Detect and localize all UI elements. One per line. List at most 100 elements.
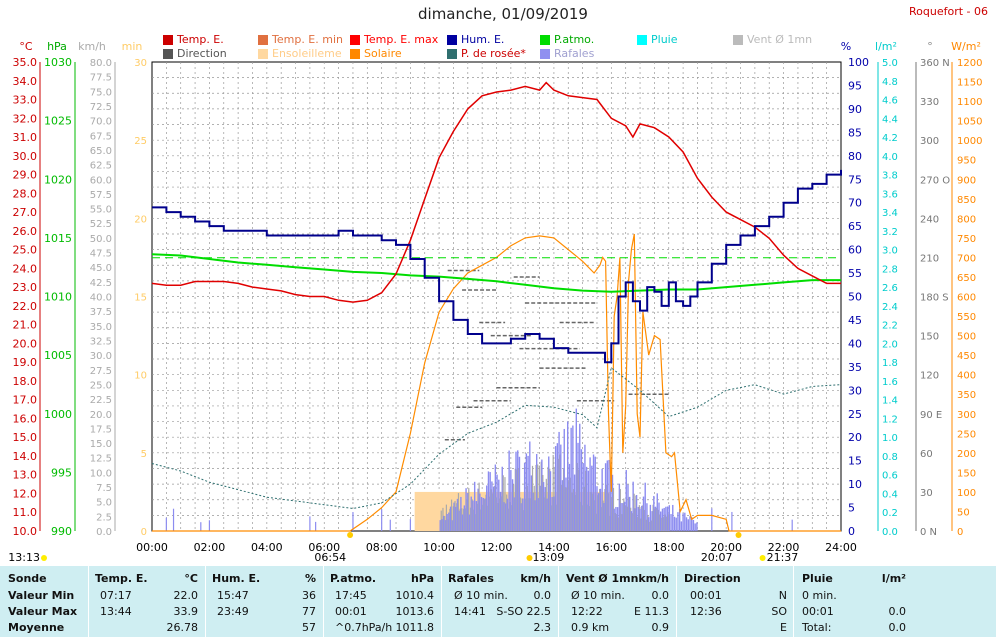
- table-header: P.atmo.: [330, 572, 377, 585]
- tick-label-temp: 23.0: [13, 281, 38, 294]
- tick-label-temp: 32.0: [13, 112, 38, 125]
- tick-label-lm2: 3.4: [882, 208, 898, 219]
- tick-label-wm2: 1150: [957, 78, 982, 89]
- table-header: l/m²: [881, 572, 906, 585]
- tick-label-hpa: 1010: [44, 291, 72, 304]
- tick-label-deg: 30: [920, 488, 933, 499]
- table-cell: 15:47: [217, 589, 249, 602]
- tick-label-wm2: 0: [957, 527, 963, 538]
- table-separator: [558, 566, 559, 637]
- tick-label-time: 16:00: [595, 541, 627, 554]
- table-row-label: Valeur Min: [8, 589, 75, 602]
- tick-label-time: 08:00: [366, 541, 398, 554]
- table-cell: Ø 10 min.: [454, 589, 508, 602]
- station-name: Roquefort - 06: [909, 5, 988, 18]
- tick-label-time: 06:00: [308, 541, 340, 554]
- tick-label-temp: 10.0: [13, 525, 38, 538]
- tick-label-pct: 30: [848, 384, 862, 397]
- axis-unit-kmh: km/h: [78, 40, 106, 53]
- legend-item: Hum. E.: [447, 33, 504, 46]
- tick-label-pct: 50: [848, 291, 862, 304]
- tick-label-temp: 18.0: [13, 375, 38, 388]
- table-cell: 1011.8: [395, 621, 435, 634]
- table-cell: 00:01: [802, 605, 834, 618]
- tick-label-deg: 270 O: [920, 175, 950, 186]
- axis-unit-hpa: hPa: [47, 40, 67, 53]
- table-cell: SO: [771, 605, 787, 618]
- tick-label-temp: 27.0: [13, 206, 38, 219]
- tick-label-min: 20: [134, 214, 147, 225]
- tick-label-wm2: 900: [957, 175, 976, 186]
- tick-label-min: 5: [141, 449, 147, 460]
- tick-label-wm2: 750: [957, 234, 976, 245]
- tick-label-time: 22:00: [768, 541, 800, 554]
- tick-label-pct: 55: [848, 267, 862, 280]
- legend-label: Solaire: [364, 47, 402, 60]
- moonrise-icon: [41, 555, 47, 561]
- moonrise-time: 13:13: [8, 551, 40, 564]
- tick-label-pct: 60: [848, 244, 862, 257]
- legend-item: Vent Ø 1mn: [733, 33, 812, 46]
- table-header: Vent Ø 1mn: [566, 572, 639, 585]
- tick-label-kmh: 47.5: [90, 249, 112, 260]
- axis-unit-deg: °: [927, 40, 933, 53]
- tick-label-temp: 33.0: [13, 94, 38, 107]
- series-rosee: [151, 366, 842, 510]
- table-cell: 14:41: [454, 605, 486, 618]
- tick-label-wm2: 700: [957, 253, 976, 264]
- tick-label-wm2: 400: [957, 371, 976, 382]
- table-row-label: Valeur Max: [8, 605, 78, 618]
- tick-label-lm2: 3.0: [882, 246, 898, 257]
- table-header: Temp. E.: [95, 572, 148, 585]
- tick-label-deg: 0 N: [920, 527, 937, 538]
- legend-item: Rafales: [540, 47, 594, 60]
- tick-label-pct: 90: [848, 103, 862, 116]
- tick-label-lm2: 1.4: [882, 396, 898, 407]
- tick-label-deg: 330: [920, 97, 939, 108]
- table-separator: [441, 566, 442, 637]
- tick-label-lm2: 3.6: [882, 189, 898, 200]
- tick-label-temp: 28.0: [13, 187, 38, 200]
- tick-label-pct: 15: [848, 455, 862, 468]
- legend-label: Temp. E. max: [364, 33, 439, 46]
- table-cell: 00:01: [690, 589, 722, 602]
- tick-label-temp: 13.0: [13, 469, 38, 482]
- sunrise-icon: [347, 532, 354, 538]
- tick-label-lm2: 1.0: [882, 433, 898, 444]
- tick-label-lm2: 1.8: [882, 358, 898, 369]
- tick-label-lm2: 4.6: [882, 96, 898, 107]
- tick-label-wm2: 150: [957, 468, 976, 479]
- tick-label-hpa: 1000: [44, 408, 72, 421]
- tick-label-kmh: 55.0: [90, 205, 112, 216]
- tick-label-lm2: 2.2: [882, 321, 898, 332]
- tick-label-wm2: 850: [957, 195, 976, 206]
- tick-label-kmh: 80.0: [90, 58, 112, 69]
- tick-label-deg: 240: [920, 214, 939, 225]
- tick-label-temp: 20.0: [13, 337, 38, 350]
- legend-swatch: [350, 48, 360, 59]
- series-humidity: [152, 169, 842, 364]
- tick-label-deg: 360 N: [920, 58, 950, 69]
- tick-label-pct: 0: [848, 525, 855, 538]
- tick-label-pct: 75: [848, 173, 862, 186]
- tick-label-pct: 100: [848, 56, 869, 69]
- tick-label-kmh: 65.0: [90, 146, 112, 157]
- tick-label-hpa: 1015: [44, 232, 72, 245]
- table-cell: 36: [302, 589, 316, 602]
- table-cell: 12:22: [571, 605, 603, 618]
- table-cell: 0.9 km: [571, 621, 610, 634]
- table-cell: 0.9: [651, 621, 670, 634]
- tick-label-time: 14:00: [538, 541, 570, 554]
- tick-label-temp: 22.0: [13, 300, 38, 313]
- table-cell: S-SO 22.5: [496, 605, 551, 618]
- tick-label-kmh: 52.5: [90, 219, 112, 230]
- tick-label-wm2: 600: [957, 293, 976, 304]
- tick-label-kmh: 22.5: [90, 395, 112, 406]
- tick-label-kmh: 77.5: [90, 73, 112, 84]
- table-separator: [88, 566, 89, 637]
- table-cell: ^0.7hPa/h: [335, 621, 393, 634]
- legend-label: Ensoleilleme: [272, 47, 342, 60]
- legend-item: Pluie: [637, 33, 678, 46]
- tick-label-wm2: 1100: [957, 97, 982, 108]
- legend-item: Solaire: [350, 47, 402, 60]
